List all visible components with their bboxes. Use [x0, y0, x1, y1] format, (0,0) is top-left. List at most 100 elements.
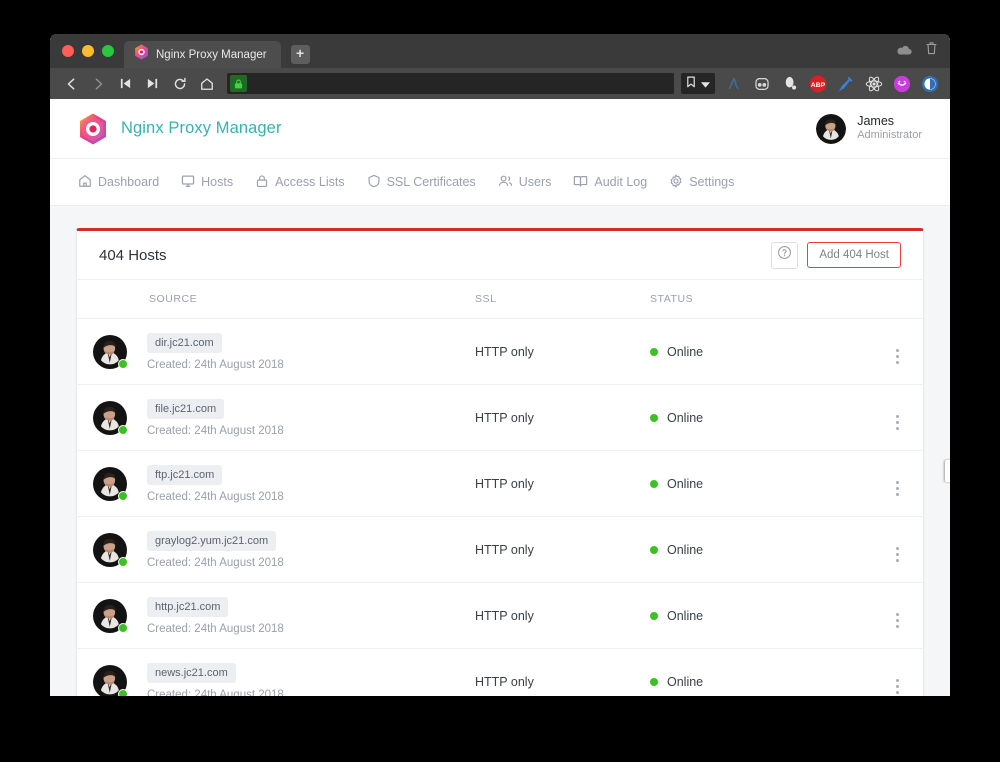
dots-vertical-icon[interactable] — [896, 481, 899, 496]
user-name: James — [857, 113, 895, 128]
table-row[interactable]: http.jc21.com Created: 24th August 2018 … — [77, 582, 923, 649]
browser-extension-icons: ABP — [725, 75, 941, 93]
cell-source: news.jc21.com Created: 24th August 2018 — [77, 648, 475, 697]
created-date: Created: 24th August 2018 — [147, 490, 284, 503]
column-header-ssl: SSL — [475, 280, 650, 319]
adblock-plus-icon[interactable]: ABP — [809, 75, 827, 93]
browser-tab[interactable]: Nginx Proxy Manager — [124, 41, 281, 68]
dots-vertical-icon[interactable] — [896, 613, 899, 628]
nav-item-ssl-certificates[interactable]: SSL Certificates — [367, 174, 476, 191]
dots-vertical-icon[interactable] — [896, 679, 899, 694]
domain-badge[interactable]: file.jc21.com — [147, 398, 225, 419]
cell-status: Online — [650, 516, 850, 583]
created-date: Created: 24th August 2018 — [147, 424, 284, 437]
cell-ssl: HTTP only — [475, 516, 650, 583]
table-row[interactable]: graylog2.yum.jc21.com Created: 24th Augu… — [77, 516, 923, 583]
add-404-host-button[interactable]: Add 404 Host — [807, 242, 901, 268]
ssl-value: HTTP only — [475, 608, 534, 623]
back-icon[interactable] — [59, 73, 84, 95]
ssl-value: HTTP only — [475, 542, 534, 557]
status-dot-icon — [650, 611, 658, 620]
forward-icon[interactable] — [86, 73, 111, 95]
cell-source: dir.jc21.com Created: 24th August 2018 — [77, 318, 475, 385]
eyedropper-icon[interactable] — [837, 75, 855, 93]
table-row[interactable]: news.jc21.com Created: 24th August 2018 … — [77, 648, 923, 697]
chevron-down-icon[interactable] — [701, 75, 710, 93]
ssl-value: HTTP only — [475, 344, 534, 359]
cell-ssl: HTTP only — [475, 318, 650, 385]
skip-forward-icon[interactable] — [140, 73, 165, 95]
row-avatar — [93, 598, 128, 633]
dots-vertical-icon[interactable] — [896, 547, 899, 562]
skip-back-icon[interactable] — [113, 73, 138, 95]
cell-status: Online — [650, 648, 850, 696]
created-date: Created: 24th August 2018 — [147, 688, 284, 697]
table-row[interactable]: ftp.jc21.com Created: 24th August 2018 H… — [77, 450, 923, 517]
cell-actions — [850, 318, 923, 385]
help-button[interactable] — [771, 241, 799, 269]
nav-item-users[interactable]: Users — [498, 174, 551, 191]
nav-item-access-lists[interactable]: Access Lists — [255, 174, 345, 191]
reload-icon[interactable] — [167, 73, 192, 95]
main-navigation: Dashboard Hosts Access Lists SSL Certifi… — [50, 159, 950, 206]
table-row[interactable]: dir.jc21.com Created: 24th August 2018 H… — [77, 318, 923, 385]
content-area: 404 Hosts Add 404 Host — [50, 206, 950, 696]
table-row[interactable]: file.jc21.com Created: 24th August 2018 … — [77, 384, 923, 451]
url-bar[interactable] — [227, 73, 674, 94]
status-badge: Online — [667, 542, 704, 557]
cell-actions — [850, 648, 923, 696]
raccoon-icon[interactable] — [753, 75, 771, 93]
source-info: graylog2.yum.jc21.com Created: 24th Augu… — [147, 530, 284, 569]
nav-item-settings[interactable]: Settings — [669, 174, 734, 191]
trash-icon[interactable] — [925, 41, 938, 60]
domain-badge[interactable]: dir.jc21.com — [147, 332, 222, 353]
browser-titlebar: Nginx Proxy Manager + — [50, 34, 950, 68]
row-avatar — [93, 664, 128, 696]
cell-actions — [850, 582, 923, 649]
cell-status: Online — [650, 318, 850, 385]
status-badge: Online — [667, 410, 704, 425]
domain-badge[interactable]: http.jc21.com — [147, 596, 229, 617]
row-avatar — [93, 400, 128, 435]
nav-item-dashboard[interactable]: Dashboard — [78, 174, 159, 191]
cell-actions — [850, 516, 923, 583]
page-title: Nginx Proxy Manager — [121, 119, 282, 137]
window-resize-grip[interactable] — [945, 460, 950, 482]
row-avatar — [93, 466, 128, 501]
svg-text:ABP: ABP — [811, 82, 826, 89]
gnome-foot-icon[interactable] — [781, 75, 799, 93]
column-header-actions — [850, 280, 923, 319]
home-icon — [78, 174, 92, 191]
cell-ssl: HTTP only — [475, 648, 650, 696]
cloud-icon[interactable] — [897, 42, 912, 60]
dots-vertical-icon[interactable] — [896, 349, 899, 364]
table-body: dir.jc21.com Created: 24th August 2018 H… — [77, 318, 923, 697]
lock-icon — [255, 174, 269, 191]
nav-item-hosts[interactable]: Hosts — [181, 174, 233, 191]
online-dot-icon — [118, 424, 128, 435]
domain-badge[interactable]: graylog2.yum.jc21.com — [147, 530, 277, 551]
violentmonkey-icon[interactable] — [893, 75, 911, 93]
react-devtools-icon[interactable] — [865, 75, 883, 93]
cell-status: Online — [650, 450, 850, 517]
row-avatar — [93, 532, 128, 567]
pocket-icon[interactable] — [725, 75, 743, 93]
privacy-icon[interactable] — [921, 75, 939, 93]
home-icon[interactable] — [194, 73, 219, 95]
minimize-window-button[interactable] — [82, 45, 94, 57]
dots-vertical-icon[interactable] — [896, 415, 899, 430]
status-dot-icon — [650, 413, 658, 422]
cell-status: Online — [650, 582, 850, 649]
close-window-button[interactable] — [62, 45, 74, 57]
user-menu[interactable]: James Administrator — [816, 113, 922, 144]
bookmark-icon[interactable] — [686, 75, 696, 93]
nav-label: Dashboard — [98, 175, 160, 189]
domain-badge[interactable]: news.jc21.com — [147, 662, 236, 683]
column-header-status: STATUS — [650, 280, 850, 319]
domain-badge[interactable]: ftp.jc21.com — [147, 464, 223, 485]
nav-item-audit-log[interactable]: Audit Log — [573, 174, 647, 191]
hosts-card: 404 Hosts Add 404 Host — [76, 228, 924, 696]
new-tab-button[interactable]: + — [290, 45, 310, 64]
maximize-window-button[interactable] — [102, 45, 114, 57]
user-info: James Administrator — [857, 114, 922, 143]
